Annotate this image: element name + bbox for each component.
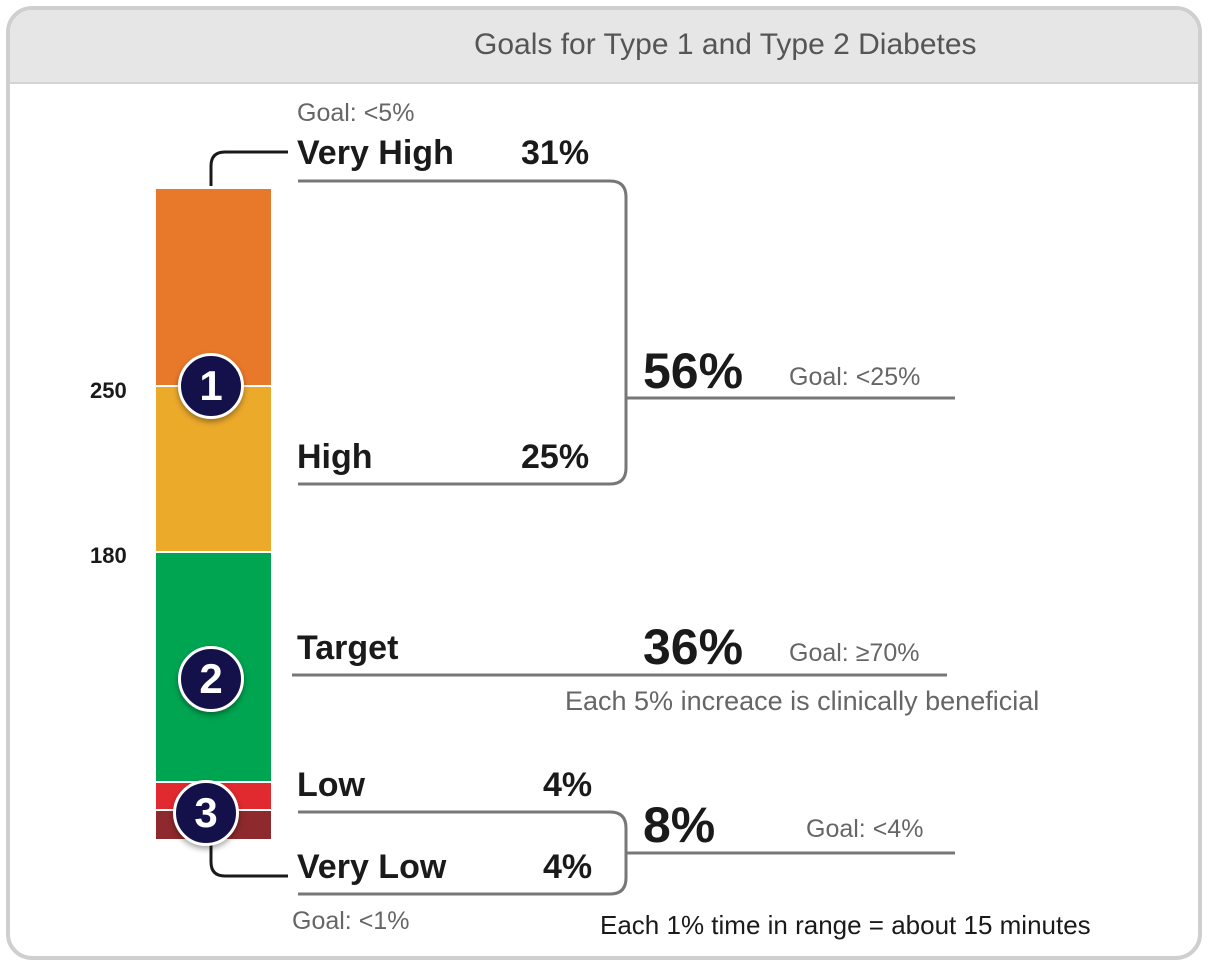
header-bar: Goals for Type 1 and Type 2 Diabetes: [10, 10, 1198, 84]
very-low-goal: Goal: <1%: [292, 907, 410, 935]
badge-2: 2: [178, 646, 244, 712]
very-low-percent: 4%: [543, 848, 593, 886]
threshold-label-180: 180: [90, 543, 127, 568]
high-percent: 25%: [521, 438, 590, 476]
high-bracket-line: [298, 179, 628, 486]
very-high-leader-line: [209, 150, 288, 186]
target-note: Each 5% increace is clinically beneficia…: [565, 686, 1040, 716]
very-high-label: Very High: [297, 134, 454, 172]
very-low-leader-line: [209, 842, 288, 878]
very-low-label: Very Low: [297, 848, 447, 886]
low-percent: 4%: [543, 766, 593, 804]
footnote: Each 1% time in range = about 15 minutes: [600, 910, 1091, 940]
low-total-percent: 8%: [643, 797, 716, 853]
bar-segment-very-high: [156, 189, 271, 385]
target-percent: 36%: [643, 619, 744, 675]
very-high-goal: Goal: <5%: [297, 99, 415, 127]
high-label: High: [297, 438, 373, 476]
badge-1: 1: [178, 353, 244, 419]
target-label: Target: [297, 629, 399, 667]
target-goal: Goal: ≥70%: [789, 639, 920, 667]
low-label: Low: [297, 766, 365, 804]
high-total-goal: Goal: <25%: [789, 363, 921, 391]
badge-3: 3: [173, 780, 239, 846]
threshold-label-250: 250: [90, 378, 127, 403]
very-high-percent: 31%: [521, 134, 590, 172]
low-total-goal: Goal: <4%: [806, 815, 924, 843]
chart-title: Goals for Type 1 and Type 2 Diabetes: [474, 28, 977, 61]
high-total-percent: 56%: [643, 343, 744, 399]
